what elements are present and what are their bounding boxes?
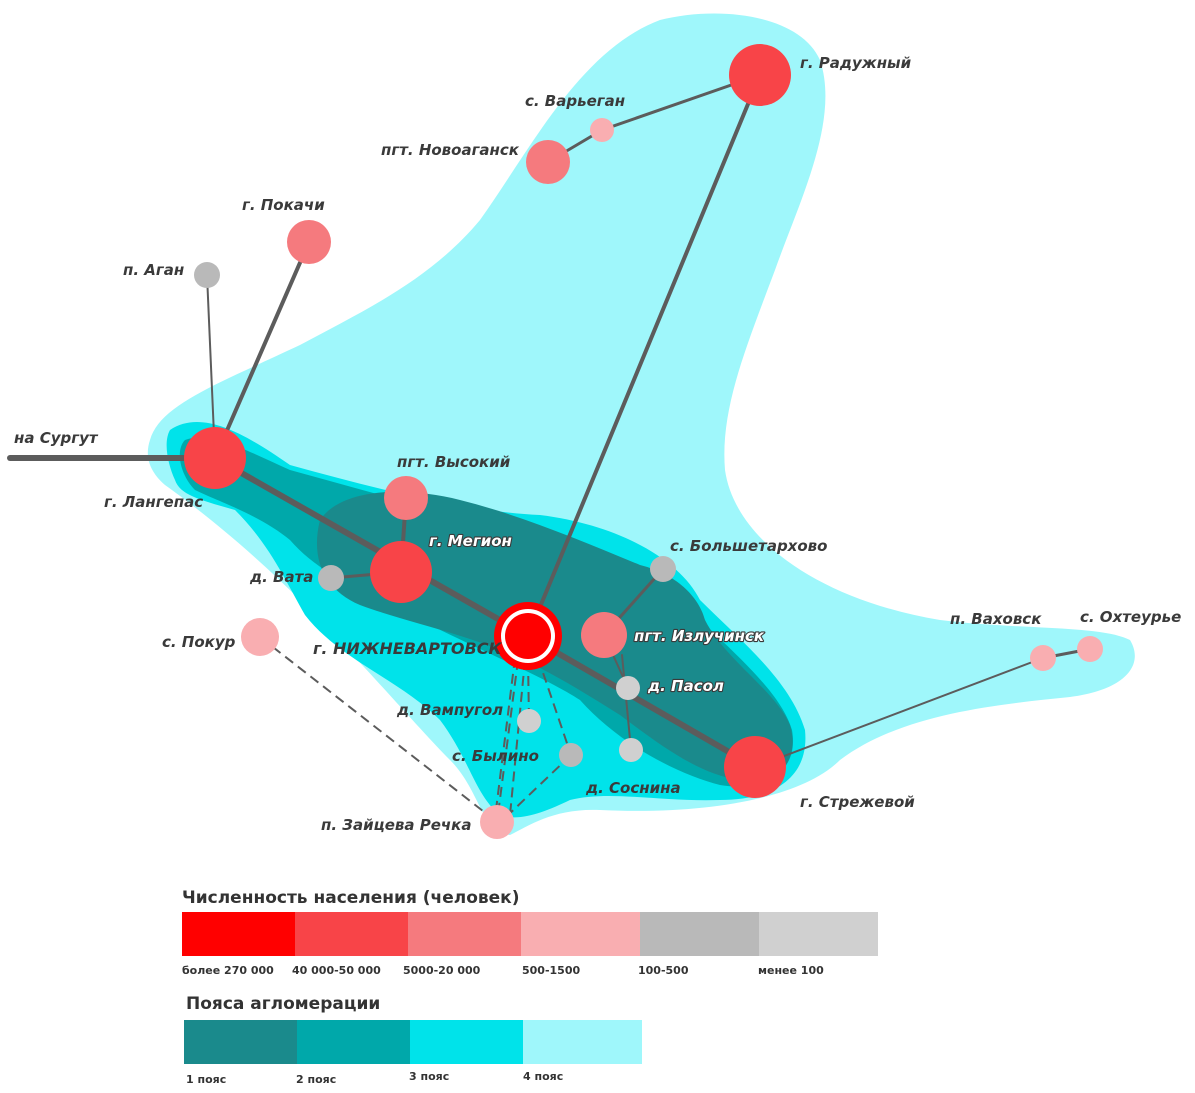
road-strezhevoy-vakhovsk (754, 657, 1044, 768)
winter-road-pokur-zaitseva (259, 636, 498, 823)
settlement-strezhevoy (724, 736, 786, 798)
label-okhteurye: с. Охтеурье (1080, 608, 1181, 626)
pop-label-3: 5000-20 000 (403, 964, 481, 977)
winter-road-nizh-zaitseva-2 (509, 659, 526, 816)
agglomeration-map: на Сургут г. Радужный с. Варьеган пгт. Н… (7, 13, 1181, 839)
label-vampugol: д. Вампугол (396, 701, 503, 719)
settlement-nizhnevartovsk (494, 602, 562, 670)
zone-label-3: 3 пояс (409, 1070, 450, 1083)
zone-label-4: 4 пояс (523, 1070, 564, 1083)
label-varyegan: с. Варьеган (525, 92, 625, 110)
zones-legend-swatches (184, 1020, 642, 1064)
road-nizhnevartovsk-raduzhny (526, 73, 762, 638)
label-pasol: д. Пасол (647, 677, 724, 695)
population-legend-title: Численность населения (человек) (182, 888, 520, 908)
winter-road-nizh-zaitseva (496, 659, 519, 823)
label-strezhevoy: г. Стрежевой (800, 793, 915, 811)
settlement-varyegan (590, 118, 614, 142)
road-langepas-pokachi (213, 240, 311, 460)
settlement-vampugol (517, 709, 541, 733)
label-pokachi: г. Покачи (242, 196, 325, 214)
settlement-pokur (241, 618, 279, 656)
label-vakhovsk: п. Ваховск (950, 610, 1042, 628)
label-izluchinsk: пгт. Излучинск (634, 627, 765, 645)
zones-legend-title: Пояса агломерации (186, 994, 381, 1014)
settlement-langepas (184, 427, 246, 489)
pop-swatch-2 (295, 912, 408, 956)
settlement-agan (194, 262, 220, 288)
label-sosnina: д. Соснина (585, 779, 681, 797)
settlement-zaitseva (480, 805, 514, 839)
pop-label-6: менее 100 (758, 964, 824, 977)
road-nizhnevartovsk-strezhevoy (525, 633, 758, 770)
zone-swatch-1 (184, 1020, 297, 1064)
settlement-pokachi (287, 220, 331, 264)
zone-swatch-4 (523, 1020, 642, 1064)
zone-label-2: 2 пояс (296, 1073, 337, 1086)
settlement-megion (370, 541, 432, 603)
label-langepas: г. Лангепас (104, 493, 203, 511)
label-vata: д. Вата (249, 568, 313, 586)
winter-road-nizh-bylino (537, 657, 572, 756)
pop-swatch-4 (521, 912, 640, 956)
settlement-raduzhny (729, 44, 791, 106)
zone-label-1: 1 пояс (186, 1073, 227, 1086)
label-raduzhny: г. Радужный (800, 54, 912, 72)
settlement-bylino (559, 743, 583, 767)
pop-label-5: 100-500 (638, 964, 689, 977)
settlement-izluchinsk (581, 612, 627, 658)
pop-label-1: более 270 000 (182, 964, 274, 977)
label-novoagansk: пгт. Новоаганск (381, 141, 520, 159)
settlement-sosnina (619, 738, 643, 762)
label-megion: г. Мегион (429, 532, 512, 550)
road-izluchinsk-sosnina (621, 654, 632, 751)
label-vysoky: пгт. Высокий (397, 453, 511, 471)
label-agan: п. Аган (123, 261, 184, 279)
settlement-bolshetarkhovo (650, 556, 676, 582)
winter-road-nizh-zaitseva-3 (494, 657, 516, 819)
road-langepas-nizhnevartovsk (212, 455, 531, 639)
label-nizhnevartovsk: г. НИЖНЕВАРТОВСК (313, 639, 502, 658)
label-zaitseva: п. Зайцева Речка (321, 816, 471, 834)
zone-swatch-3 (410, 1020, 523, 1064)
zone-swatch-2 (297, 1020, 410, 1064)
pop-swatch-5 (640, 912, 759, 956)
settlement-vakhovsk (1030, 645, 1056, 671)
pop-swatch-3 (408, 912, 521, 956)
pop-label-2: 40 000-50 000 (292, 964, 381, 977)
label-bylino: с. Былино (452, 747, 539, 765)
population-legend-swatches (182, 912, 878, 956)
population-legend-labels: более 270 000 40 000-50 000 5000-20 000 … (182, 964, 882, 980)
pop-swatch-6 (759, 912, 878, 956)
road-label: на Сургут (14, 429, 99, 447)
pop-swatch-1 (182, 912, 295, 956)
label-pokur: с. Покур (162, 633, 236, 651)
pop-label-4: 500-1500 (522, 964, 581, 977)
settlement-vata (318, 565, 344, 591)
settlement-vysoky (384, 476, 428, 520)
settlement-novoagansk (526, 140, 570, 184)
zones-legend-labels: 1 пояс 2 пояс 3 пояс 4 пояс (186, 1070, 686, 1089)
label-bolshetarkhovo: с. Большетархово (670, 537, 827, 555)
settlement-pasol (616, 676, 640, 700)
settlement-okhteurye (1077, 636, 1103, 662)
